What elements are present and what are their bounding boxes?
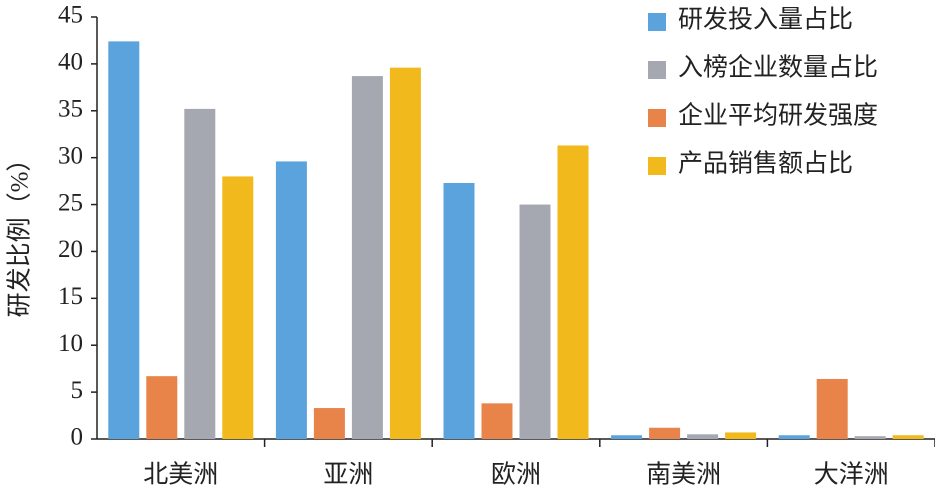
- bar: [222, 176, 254, 439]
- legend-label: 入榜企业数量占比: [678, 54, 878, 82]
- bar: [854, 436, 886, 439]
- legend-swatch: [648, 157, 666, 175]
- x-tick-label: 亚洲: [323, 462, 373, 489]
- bar: [481, 403, 513, 439]
- bar: [275, 161, 307, 439]
- bar: [184, 108, 216, 439]
- y-tick-label: 45: [58, 2, 83, 29]
- x-tick-label: 大洋洲: [814, 461, 889, 489]
- legend-label: 企业平均研发强度: [678, 102, 878, 130]
- bar: [443, 182, 475, 439]
- legend-label: 产品销售额占比: [678, 150, 853, 178]
- y-axis-label: 研发比例（%）: [6, 147, 34, 318]
- y-tick-label: 40: [58, 49, 83, 76]
- legend-label: 研发投入量占比: [678, 6, 853, 34]
- legend-swatch: [648, 109, 666, 127]
- y-tick-label: 15: [58, 283, 83, 310]
- bar: [519, 204, 551, 439]
- bar: [778, 435, 810, 439]
- bar: [389, 67, 421, 439]
- y-tick-label: 30: [58, 142, 83, 169]
- bar: [725, 432, 757, 439]
- y-tick-label: 10: [58, 330, 83, 357]
- bar: [892, 435, 924, 439]
- bar: [351, 76, 383, 439]
- bar: [687, 434, 719, 439]
- bar: [108, 41, 140, 439]
- bar: [146, 376, 178, 439]
- y-tick-label: 35: [58, 96, 83, 123]
- bar: [649, 427, 681, 439]
- y-tick-label: 5: [71, 377, 84, 404]
- bar: [313, 408, 345, 439]
- x-tick-label: 欧洲: [491, 461, 541, 489]
- y-tick-label: 20: [58, 236, 83, 263]
- x-tick-label: 南美洲: [646, 461, 721, 489]
- y-tick-label: 25: [58, 189, 83, 216]
- bar: [816, 378, 848, 439]
- legend-swatch: [648, 13, 666, 31]
- legend-swatch: [648, 61, 666, 79]
- bar: [611, 435, 643, 439]
- bar: [557, 145, 589, 439]
- x-tick-label: 北美洲: [143, 461, 218, 489]
- y-tick-label: 0: [71, 424, 84, 451]
